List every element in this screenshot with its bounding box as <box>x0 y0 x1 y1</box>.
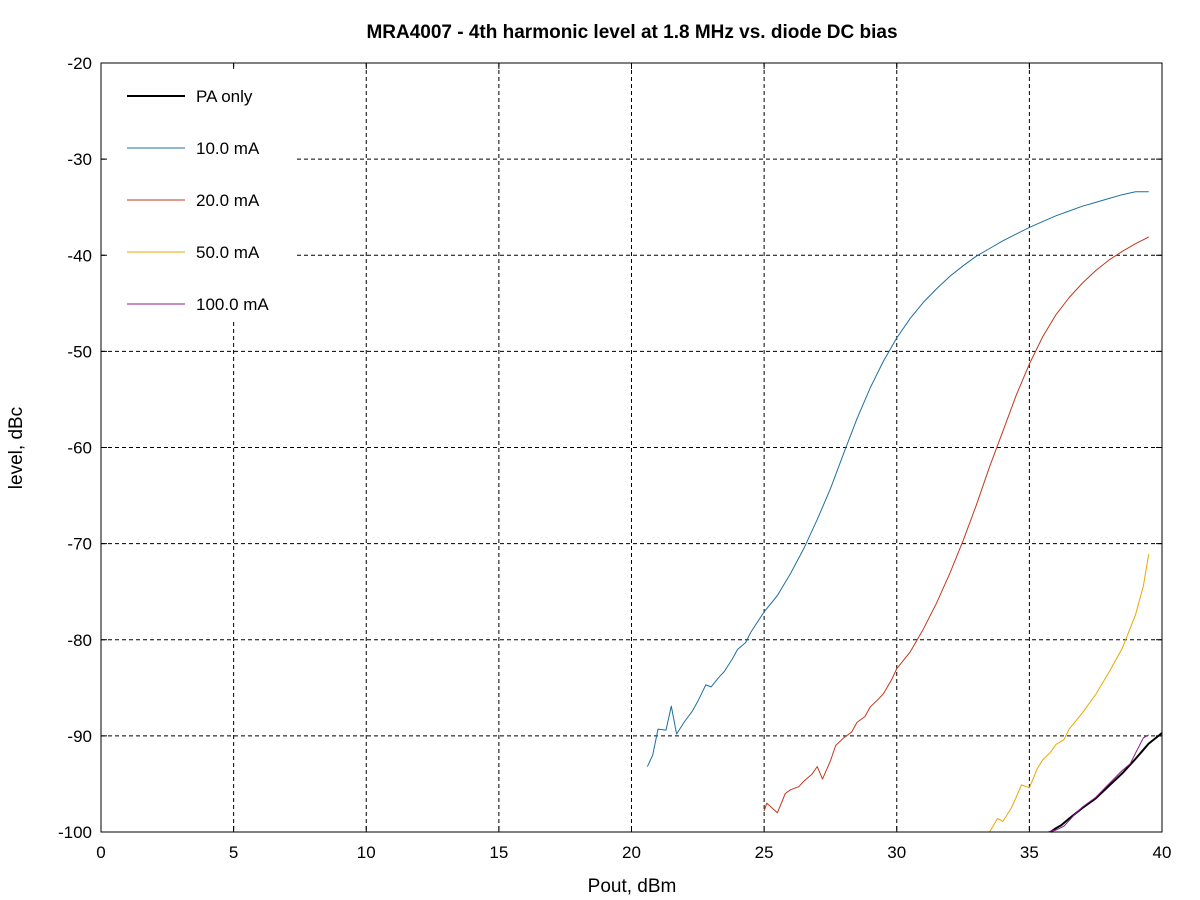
plot-frame <box>100 62 1163 833</box>
x-tick-label: 40 <box>1153 843 1172 862</box>
x-tick-label: 10 <box>357 843 376 862</box>
series-line-2 <box>763 236 1149 814</box>
legend-label-4: 100.0 mA <box>196 295 269 314</box>
series-line-1 <box>646 191 1149 767</box>
x-tick-label: 20 <box>622 843 641 862</box>
x-axis-label: Pout, dBm <box>588 876 677 897</box>
legend-label-3: 50.0 mA <box>196 243 260 262</box>
y-tick-label: -60 <box>67 439 92 458</box>
series-layer <box>646 191 1163 833</box>
y-tick-label: -30 <box>67 150 92 169</box>
y-tick-label: -50 <box>67 342 92 361</box>
y-tick-label: -70 <box>67 535 92 554</box>
x-tick-label: 25 <box>755 843 774 862</box>
legend-label-2: 20.0 mA <box>196 191 260 210</box>
series-line-4 <box>1047 734 1149 833</box>
y-tick-label: -80 <box>67 631 92 650</box>
y-tick-label: -40 <box>67 246 92 265</box>
x-tick-label: 0 <box>96 843 105 862</box>
legend: PA only 10.0 mA 20.0 mA 50.0 mA 100.0 mA <box>105 70 295 320</box>
y-tick-label: -100 <box>58 823 92 842</box>
series-line-0 <box>1050 732 1163 833</box>
legend-label-1: 10.0 mA <box>196 139 260 158</box>
x-tick-label: 30 <box>887 843 906 862</box>
x-tick-label: 15 <box>489 843 508 862</box>
legend-background <box>105 70 295 320</box>
x-tick-label: 5 <box>229 843 238 862</box>
y-tick-label: -90 <box>67 727 92 746</box>
y-tick-label: -20 <box>67 54 92 73</box>
x-tick-label: 35 <box>1020 843 1039 862</box>
series-line-3 <box>989 554 1150 833</box>
legend-label-0: PA only <box>196 87 253 106</box>
y-axis-label: level, dBc <box>6 407 27 489</box>
chart-title: MRA4007 - 4th harmonic level at 1.8 MHz … <box>366 22 897 43</box>
ticks: 0 5 10 15 20 25 30 35 40 -20 -30 -40 -50 -60 -70 -80 -90… <box>58 54 1171 862</box>
